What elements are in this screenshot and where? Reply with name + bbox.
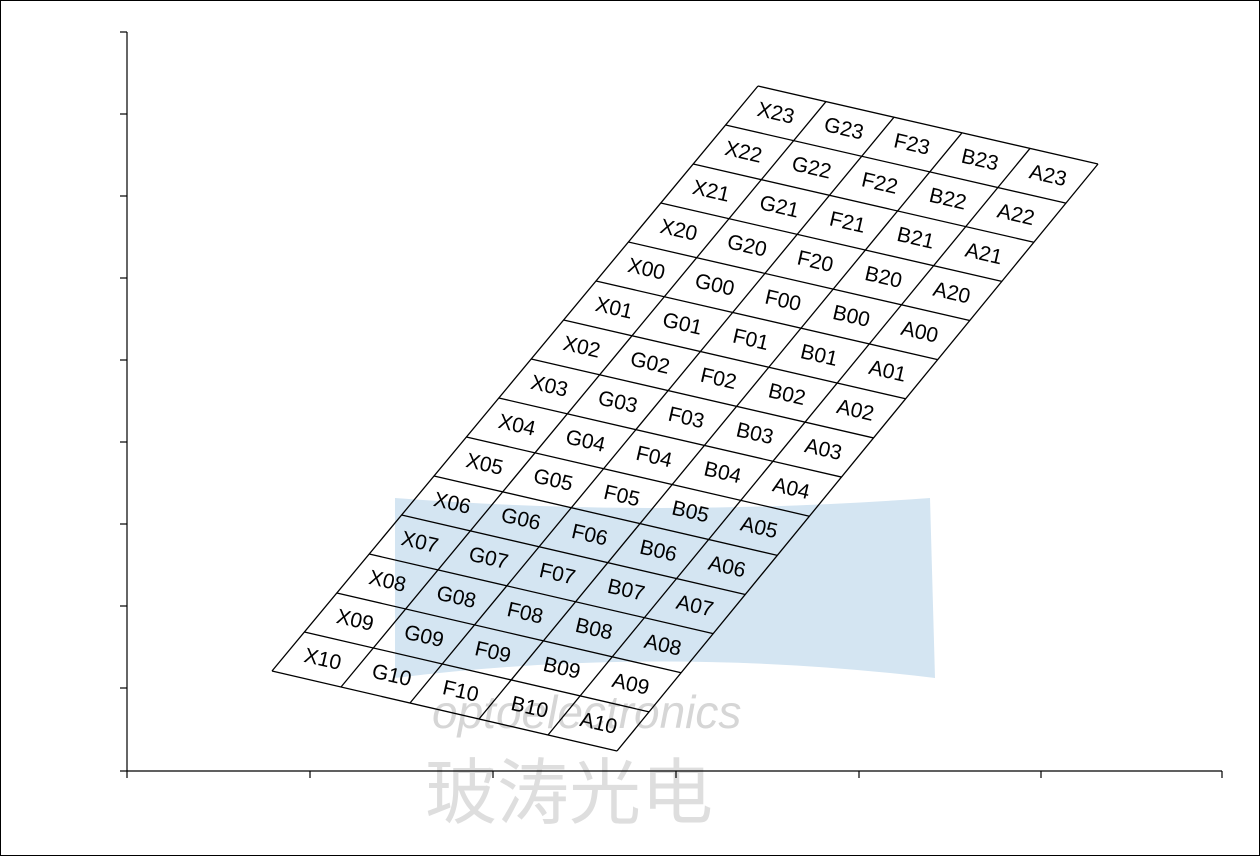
grid-row-line bbox=[628, 241, 970, 322]
grid-cell-label: F03 bbox=[666, 403, 706, 434]
grid-cell-label: X01 bbox=[593, 293, 635, 324]
grid-row-line bbox=[757, 85, 1099, 165]
grid-cell-label: F05 bbox=[602, 481, 642, 512]
grid-cell-label: X03 bbox=[528, 371, 570, 402]
grid-row-line bbox=[336, 592, 682, 674]
grid-cell-label: B23 bbox=[959, 145, 1001, 176]
grid-row-line bbox=[498, 397, 842, 478]
grid-cell-label: B03 bbox=[734, 418, 776, 449]
grid-cell-label: G01 bbox=[660, 308, 704, 339]
grid-column-line bbox=[547, 147, 1031, 736]
grid-row-line bbox=[660, 202, 1002, 283]
grid-row-line bbox=[271, 670, 618, 752]
grid-cell-label: A21 bbox=[963, 239, 1005, 270]
grid-cell-label: B01 bbox=[798, 340, 840, 371]
grid-cell-label: G21 bbox=[757, 191, 801, 222]
grid-cell-label: F23 bbox=[892, 129, 932, 160]
grid-cell-label: B00 bbox=[830, 301, 872, 332]
grid-cell-label: X23 bbox=[755, 98, 797, 129]
watermark-text: optoelectronics bbox=[432, 686, 741, 738]
axes bbox=[120, 31, 1223, 778]
grid-column-line bbox=[340, 101, 827, 688]
grid-column-line bbox=[409, 116, 895, 704]
watermark-shape bbox=[395, 498, 935, 678]
grid-cell-label: G22 bbox=[790, 152, 834, 183]
grid-cell-label: A01 bbox=[867, 356, 909, 387]
grid-column-line bbox=[616, 163, 1099, 752]
grid-cell-label: X22 bbox=[723, 137, 765, 168]
watermark-cjk-text: 玻涛光电 bbox=[425, 751, 713, 835]
grid-cell-label: G04 bbox=[564, 426, 608, 457]
grid-cell-label: G00 bbox=[693, 269, 737, 300]
grid-cell-label: A22 bbox=[995, 199, 1037, 230]
grid-cell-label: G20 bbox=[725, 230, 769, 261]
grid-row-line bbox=[725, 124, 1067, 204]
grid-cell-label: B02 bbox=[766, 379, 808, 410]
grid-cell-label: X02 bbox=[561, 332, 603, 363]
grid-cell-label: X05 bbox=[464, 449, 506, 480]
grid-cell-label: G03 bbox=[596, 387, 640, 418]
grid-cell-label: F21 bbox=[827, 207, 867, 238]
grid-cell-label: B21 bbox=[895, 223, 937, 254]
grid-cell-label: G02 bbox=[628, 348, 672, 379]
x-axis-ticks bbox=[126, 771, 1223, 778]
grid-row-line bbox=[563, 319, 906, 400]
grid-cell-label: X09 bbox=[334, 605, 376, 636]
y-axis-ticks bbox=[120, 31, 127, 772]
grid-cell-label: A23 bbox=[1027, 160, 1069, 191]
grid-cell-label: A03 bbox=[802, 434, 844, 465]
grid-column-line bbox=[271, 85, 759, 672]
grid-column-line bbox=[478, 132, 963, 720]
grid-cell-label: G05 bbox=[531, 465, 575, 496]
grid-cell-label: A02 bbox=[835, 395, 877, 426]
grid-cell-label: F00 bbox=[763, 286, 803, 317]
grid-cell-label: F04 bbox=[634, 442, 675, 473]
grid-cell-label: B22 bbox=[927, 184, 969, 215]
grid-cell-label: X00 bbox=[626, 254, 668, 285]
grid-row-line bbox=[304, 631, 650, 713]
grid-cell-label: F02 bbox=[698, 364, 738, 395]
grid-row-line bbox=[433, 475, 778, 556]
grid-cell-label: A04 bbox=[770, 473, 812, 504]
grid-cell-label: A00 bbox=[899, 317, 941, 348]
grid-cell-label: X21 bbox=[690, 176, 732, 207]
grid-cell-label: F20 bbox=[795, 246, 835, 277]
grid-cell-label: G23 bbox=[822, 113, 866, 144]
grid-cell-label: X20 bbox=[658, 215, 700, 246]
grid-row-line bbox=[401, 514, 746, 596]
grid-cell-label: F22 bbox=[859, 168, 899, 199]
grid-cell-label: A20 bbox=[931, 278, 973, 309]
watermark-logo: optoelectronics 玻涛光电 bbox=[395, 498, 935, 835]
grid-lines bbox=[271, 85, 1099, 752]
grid-row-line bbox=[466, 436, 810, 517]
grid-cell-label: B04 bbox=[702, 458, 744, 489]
grid-cell-label: F01 bbox=[731, 325, 771, 356]
grid-cell-label: X04 bbox=[496, 410, 538, 441]
grid-row-line bbox=[531, 358, 874, 439]
grid-cell-label: X10 bbox=[302, 644, 344, 675]
grid-row-line bbox=[369, 553, 714, 635]
grid-row-line bbox=[693, 163, 1035, 243]
grid-cell-label: B20 bbox=[863, 262, 905, 293]
grid-row-line bbox=[595, 280, 938, 361]
